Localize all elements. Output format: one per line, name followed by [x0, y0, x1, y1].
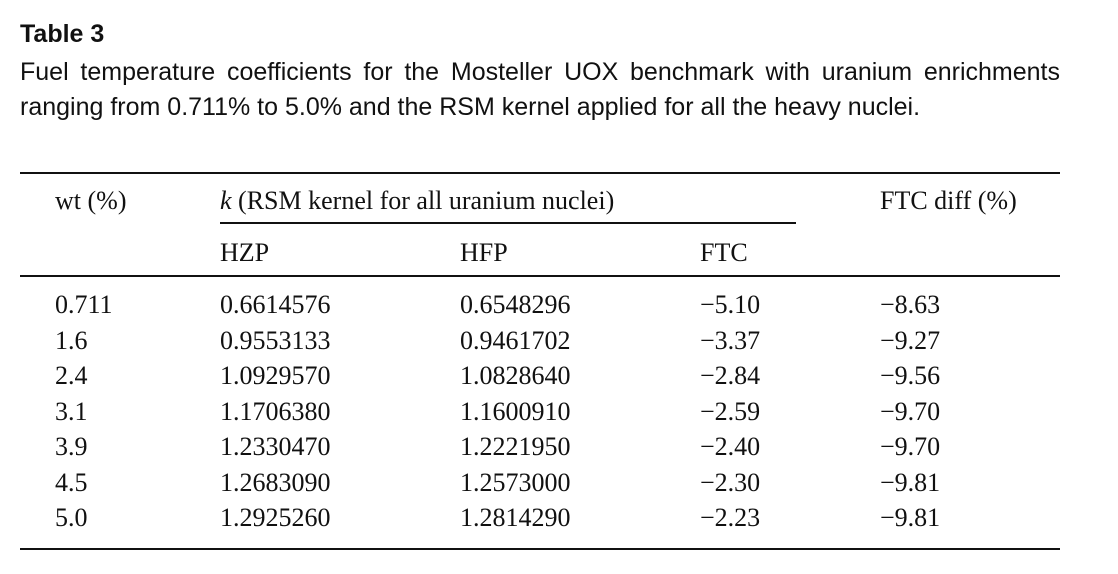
table-cell-ftc: −2.23: [700, 503, 761, 532]
table-cell-ftc: −3.37: [700, 325, 761, 355]
table-cell-wt: 1.6: [55, 325, 88, 355]
table-cell-hzp: 1.0929570: [220, 361, 331, 390]
table-cell-wt: 4.5: [55, 467, 88, 497]
table-cell-ftc: −2.40: [700, 432, 761, 461]
table-cell-diff: −9.81: [880, 467, 941, 497]
table-cell-hfp: 1.0828640: [460, 361, 571, 390]
table-cell-hzp: 0.6614576: [220, 290, 331, 319]
header-hfp: HFP: [460, 238, 508, 267]
table-cell-diff: −9.56: [880, 361, 941, 390]
table-cell-hzp: 1.1706380: [220, 396, 331, 426]
table-cell-ftc: −2.59: [700, 396, 761, 426]
table-bottom-rule: [20, 548, 1060, 550]
header-k-group-label: (RSM kernel for all uranium nuclei): [231, 186, 615, 215]
table-cell-hzp: 1.2683090: [220, 467, 331, 497]
header-hzp: HZP: [220, 238, 270, 267]
table-cell-diff: −9.70: [880, 432, 941, 461]
table-cell-wt: 2.4: [55, 361, 88, 390]
table-cell-ftc: −5.10: [700, 290, 761, 319]
table-cell-ftc: −2.30: [700, 467, 761, 497]
table-cell-hzp: 0.9553133: [220, 325, 331, 355]
header-ftc: FTC: [700, 238, 748, 267]
table-title: Table 3: [20, 20, 105, 48]
table-cell-hfp: 0.9461702: [460, 325, 571, 355]
table-cell-hfp: 1.1600910: [460, 396, 571, 426]
table-cell-diff: −9.81: [880, 503, 941, 532]
table-cell-hzp: 1.2925260: [220, 503, 331, 532]
table-top-rule: [20, 172, 1060, 174]
table-cell-ftc: −2.84: [700, 361, 761, 390]
table-cell-diff: −9.70: [880, 396, 941, 426]
table-cell-wt: 5.0: [55, 503, 88, 532]
table-cell-hfp: 1.2221950: [460, 432, 571, 461]
table-cell-hfp: 1.2814290: [460, 503, 571, 532]
table-cell-hzp: 1.2330470: [220, 432, 331, 461]
header-k-group: k (RSM kernel for all uranium nuclei): [220, 186, 614, 216]
table-cell-wt: 3.1: [55, 396, 88, 426]
table-cell-diff: −9.27: [880, 325, 941, 355]
table-mid-rule: [20, 275, 1060, 277]
table-cell-wt: 0.711: [55, 290, 113, 319]
table-cell-hfp: 0.6548296: [460, 290, 571, 319]
table-caption: Fuel temperature coefficients for the Mo…: [20, 58, 1060, 121]
table-cell-diff: −8.63: [880, 290, 941, 319]
header-ftc-diff: FTC diff (%): [880, 186, 1017, 215]
table-cell-hfp: 1.2573000: [460, 467, 571, 497]
header-group-rule: [220, 222, 796, 224]
header-k-symbol: k: [220, 186, 232, 215]
header-wt: wt (%): [55, 186, 127, 215]
table-cell-wt: 3.9: [55, 432, 88, 461]
